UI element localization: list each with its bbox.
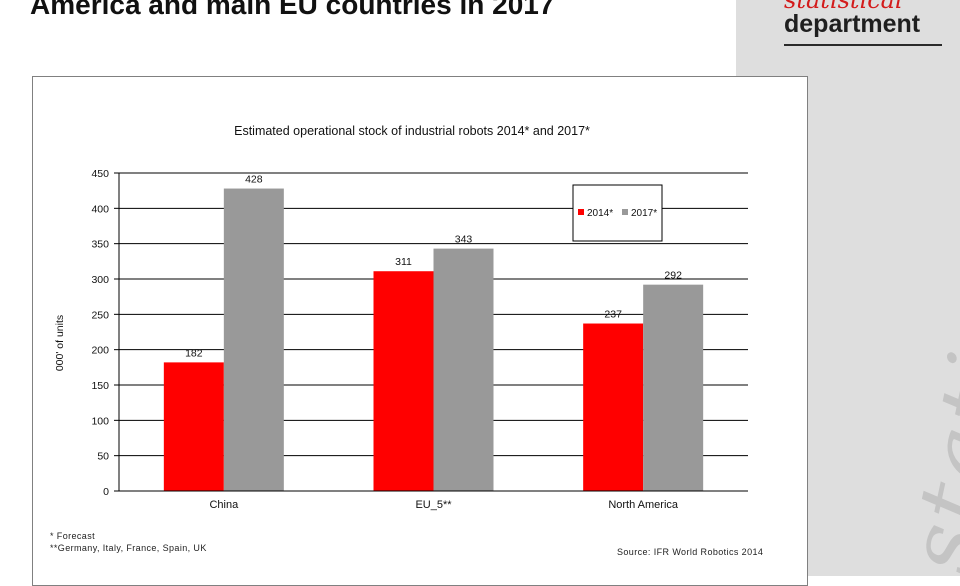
bar-2017 <box>223 188 284 491</box>
x-tick-label: China <box>209 499 239 511</box>
legend-box <box>572 184 663 242</box>
y-tick-label: 0 <box>103 486 109 498</box>
chart-legend: 2014* 2017* <box>572 184 663 242</box>
footnote-countries: **Germany, Italy, France, Spain, UK <box>50 543 207 553</box>
x-tick-label: North America <box>608 499 679 511</box>
bar-2017 <box>643 284 704 491</box>
source-note: Source: IFR World Robotics 2014 <box>617 547 764 557</box>
chart-frame: 0 50 100 150 200 250 300 350 400 450 China EU_5** No… <box>32 76 808 586</box>
statistical-watermark: statistical <box>886 72 960 576</box>
brand-underline <box>784 44 942 46</box>
y-tick-label: 100 <box>91 415 109 427</box>
footnote-forecast: * Forecast <box>50 531 96 541</box>
y-tick-label: 300 <box>91 274 109 286</box>
bar-2017 <box>433 248 494 491</box>
data-label: 292 <box>664 270 682 282</box>
y-tick-label: 350 <box>91 239 109 251</box>
bar-2014 <box>373 271 434 491</box>
legend-label: 2017* <box>631 208 657 219</box>
data-label: 428 <box>245 174 263 186</box>
bars <box>163 188 704 491</box>
data-label: 237 <box>604 309 622 321</box>
legend-swatch <box>578 209 584 215</box>
brand-name: department <box>784 10 921 38</box>
x-tick-label: EU_5** <box>415 499 452 511</box>
axes: 0 50 100 150 200 250 300 350 400 450 China EU_5** No… <box>91 168 748 511</box>
bar-2014 <box>163 362 224 491</box>
brand-script-logo: statistical <box>784 0 903 14</box>
data-label: 343 <box>455 234 473 246</box>
y-tick-label: 250 <box>91 309 109 321</box>
legend-label: 2014* <box>587 208 613 219</box>
y-tick-label: 50 <box>97 451 109 463</box>
data-labels: 182 428 311 343 237 292 <box>185 174 682 360</box>
bar-chart: 0 50 100 150 200 250 300 350 400 450 China EU_5** No… <box>54 124 748 511</box>
y-tick-label: 400 <box>91 203 109 215</box>
y-tick-label: 150 <box>91 380 109 392</box>
slide-title: America and main EU countries in 2017 <box>30 0 555 20</box>
y-tick-label: 200 <box>91 345 109 357</box>
chart-title: Estimated operational stock of industria… <box>234 124 590 138</box>
y-tick-label: 450 <box>91 168 109 180</box>
y-axis-label: 000' of units <box>54 315 66 371</box>
data-label: 182 <box>185 347 203 359</box>
bar-2014 <box>583 323 644 491</box>
legend-swatch <box>622 209 628 215</box>
data-label: 311 <box>395 256 412 268</box>
